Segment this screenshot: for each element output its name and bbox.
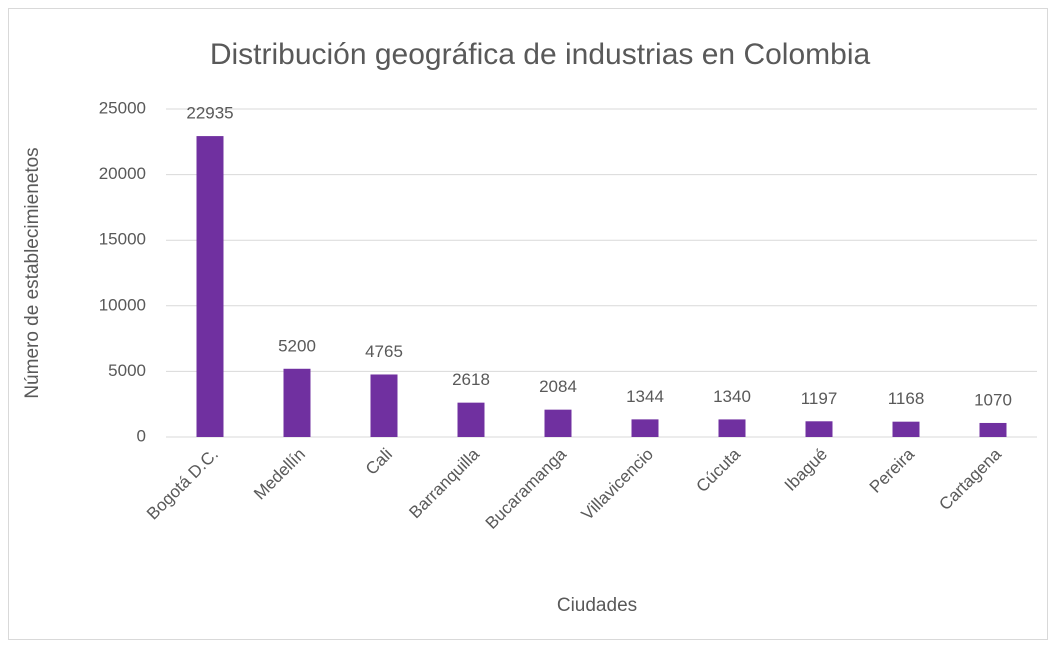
bar bbox=[370, 374, 398, 437]
data-label: 2618 bbox=[452, 370, 490, 389]
bar bbox=[805, 421, 833, 437]
y-tick-label: 0 bbox=[137, 426, 146, 445]
data-label: 22935 bbox=[186, 104, 233, 123]
y-tick-label: 15000 bbox=[99, 230, 146, 249]
data-label: 1340 bbox=[713, 387, 751, 406]
data-label: 1070 bbox=[974, 390, 1012, 409]
y-tick-label: 20000 bbox=[99, 164, 146, 183]
x-axis-title: Ciudades bbox=[557, 595, 637, 616]
data-label: 1168 bbox=[888, 389, 925, 408]
data-label: 1197 bbox=[801, 389, 838, 408]
bar bbox=[892, 421, 920, 437]
data-label: 2084 bbox=[539, 377, 577, 396]
data-label: 5200 bbox=[278, 336, 316, 355]
bar bbox=[196, 136, 224, 437]
chart-border bbox=[8, 8, 1048, 640]
bar bbox=[631, 419, 659, 437]
bar bbox=[283, 368, 311, 437]
bar bbox=[457, 402, 485, 437]
y-axis-title: Número de establecimienetos bbox=[22, 147, 43, 398]
bar bbox=[718, 419, 746, 437]
y-tick-label: 10000 bbox=[99, 295, 146, 314]
bar bbox=[979, 422, 1007, 437]
chart-title: Distribución geográfica de industrias en… bbox=[210, 38, 871, 71]
bar bbox=[544, 409, 572, 437]
y-tick-label: 25000 bbox=[99, 98, 146, 117]
y-tick-label: 5000 bbox=[108, 361, 146, 380]
data-label: 1344 bbox=[626, 387, 664, 406]
data-label: 4765 bbox=[365, 342, 403, 361]
